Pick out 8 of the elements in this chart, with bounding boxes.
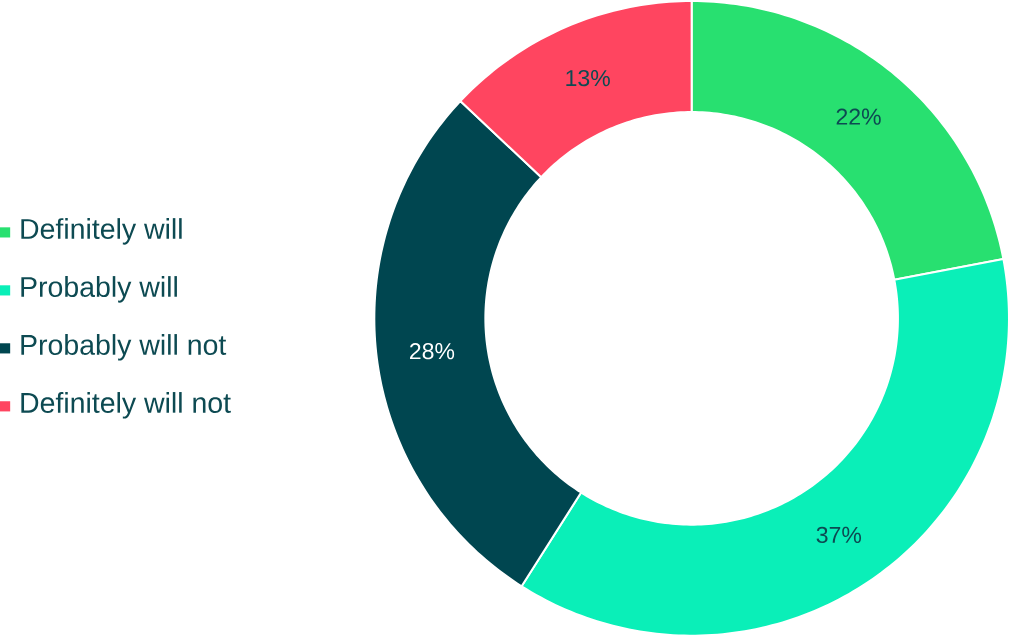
legend-label: Probably will not xyxy=(21,334,227,361)
data-label: 37% xyxy=(816,526,862,544)
legend-label: Definitely will not xyxy=(21,392,231,419)
data-label: 28% xyxy=(410,343,455,360)
data-label: 22% xyxy=(836,108,881,125)
legend-label: Probably will xyxy=(21,276,177,303)
data-label: 13% xyxy=(566,70,610,87)
legend-label: Definitely will xyxy=(21,218,182,245)
